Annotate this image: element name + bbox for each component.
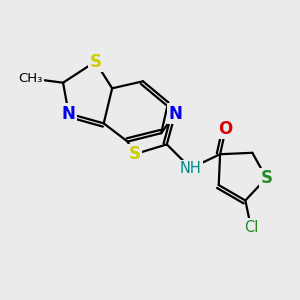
Text: Cl: Cl [244, 220, 258, 235]
Text: N: N [168, 104, 182, 122]
Text: S: S [129, 145, 141, 163]
Text: N: N [62, 104, 76, 122]
Text: O: O [219, 120, 233, 138]
Text: S: S [260, 169, 272, 187]
Text: NH: NH [180, 161, 202, 176]
Text: S: S [89, 53, 101, 71]
Text: CH₃: CH₃ [19, 72, 43, 85]
